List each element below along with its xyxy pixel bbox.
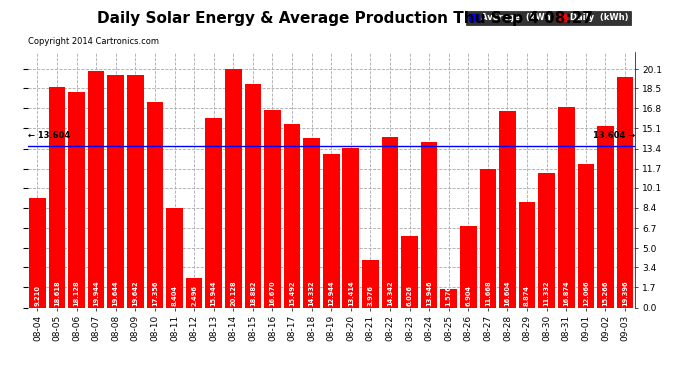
Text: 20.128: 20.128 — [230, 280, 236, 306]
Text: 8.404: 8.404 — [172, 285, 177, 306]
Bar — [206, 118, 222, 308]
Text: 12.944: 12.944 — [328, 280, 334, 306]
Text: 3.976: 3.976 — [367, 285, 373, 306]
Bar — [88, 71, 104, 308]
Bar — [362, 260, 379, 308]
Bar — [440, 289, 457, 308]
Bar — [49, 87, 66, 308]
Bar — [519, 202, 535, 308]
Bar — [166, 208, 183, 308]
Bar — [538, 173, 555, 308]
Legend: Average  (kWh), Daily  (kWh): Average (kWh), Daily (kWh) — [466, 11, 631, 25]
Text: 14.342: 14.342 — [387, 280, 393, 306]
Text: ← 13.604: ← 13.604 — [28, 131, 70, 140]
Text: 19.644: 19.644 — [112, 280, 119, 306]
Bar — [499, 111, 516, 308]
Text: 12.066: 12.066 — [583, 280, 589, 306]
Text: 18.618: 18.618 — [54, 280, 60, 306]
Text: 6.026: 6.026 — [406, 285, 413, 306]
Text: 9.210: 9.210 — [34, 285, 41, 306]
Bar — [480, 169, 496, 308]
Bar — [382, 137, 398, 308]
Bar — [284, 124, 300, 308]
Bar — [401, 236, 418, 308]
Bar — [421, 142, 437, 308]
Text: 19.396: 19.396 — [622, 280, 628, 306]
Text: 19.642: 19.642 — [132, 280, 138, 306]
Bar — [108, 75, 124, 308]
Text: 8.874: 8.874 — [524, 285, 530, 306]
Text: 1.576: 1.576 — [446, 285, 452, 306]
Text: 13.604 →: 13.604 → — [593, 131, 635, 140]
Bar — [460, 226, 477, 308]
Bar — [558, 107, 575, 308]
Text: 15.266: 15.266 — [602, 280, 609, 306]
Text: Copyright 2014 Cartronics.com: Copyright 2014 Cartronics.com — [28, 38, 159, 46]
Text: 17.356: 17.356 — [152, 280, 158, 306]
Bar — [146, 102, 164, 308]
Bar — [323, 154, 339, 308]
Text: 15.492: 15.492 — [289, 280, 295, 306]
Bar — [29, 198, 46, 308]
Text: 16.670: 16.670 — [269, 280, 275, 306]
Text: 19.944: 19.944 — [93, 280, 99, 306]
Text: 14.332: 14.332 — [308, 280, 315, 306]
Text: 15.944: 15.944 — [210, 280, 217, 306]
Bar — [225, 69, 241, 308]
Bar — [68, 93, 85, 308]
Text: 13.946: 13.946 — [426, 280, 432, 306]
Bar — [186, 278, 202, 308]
Bar — [244, 84, 262, 308]
Text: 16.874: 16.874 — [563, 280, 569, 306]
Bar — [264, 110, 281, 308]
Bar — [617, 78, 633, 308]
Text: Daily Solar Energy & Average Production Thu Sep 4 08:27: Daily Solar Energy & Average Production … — [97, 11, 593, 26]
Text: 11.668: 11.668 — [485, 280, 491, 306]
Text: 11.332: 11.332 — [544, 280, 550, 306]
Text: 13.414: 13.414 — [348, 280, 354, 306]
Text: 16.604: 16.604 — [504, 280, 511, 306]
Bar — [597, 126, 613, 308]
Bar — [342, 148, 359, 308]
Text: 6.904: 6.904 — [465, 285, 471, 306]
Text: 2.496: 2.496 — [191, 285, 197, 306]
Bar — [578, 164, 594, 308]
Text: 18.882: 18.882 — [250, 280, 256, 306]
Bar — [127, 75, 144, 308]
Text: 18.128: 18.128 — [74, 280, 79, 306]
Bar — [304, 138, 320, 308]
